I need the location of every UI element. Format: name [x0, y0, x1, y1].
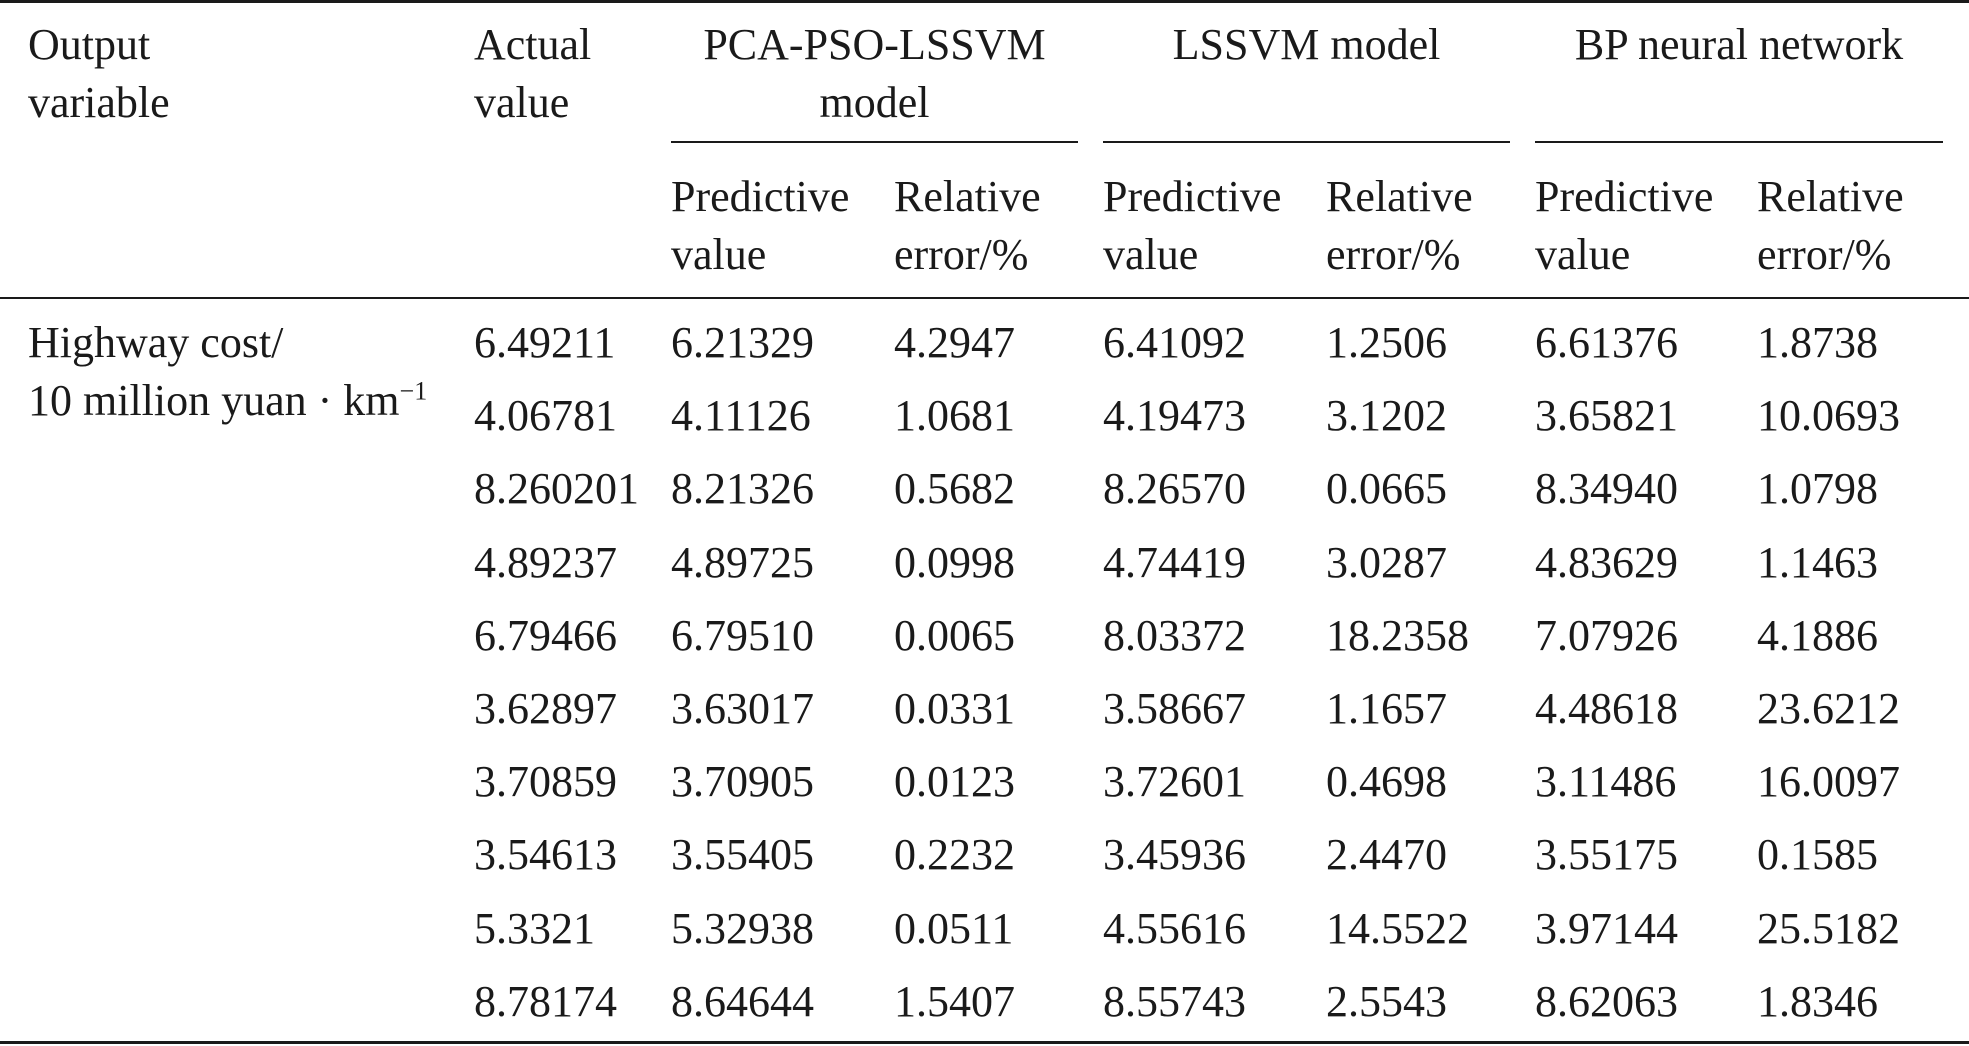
cell-bp-error: 1.8346: [1757, 976, 1878, 1026]
cell-lssvm-error: 3.0287: [1326, 537, 1447, 587]
group1-underline: [671, 141, 1078, 143]
cell-bp-predictive: 8.62063: [1535, 976, 1678, 1026]
cell-lssvm-predictive: 8.03372: [1103, 610, 1246, 660]
cell-bp-predictive: 7.07926: [1535, 610, 1678, 660]
cell-lssvm-predictive: 4.55616: [1103, 903, 1246, 953]
cell-actual-value: 8.78174: [474, 976, 617, 1026]
cell-bp-error: 23.6212: [1757, 684, 1900, 733]
cell-bp-predictive: 3.97144: [1535, 903, 1678, 953]
header-relative-error-1: Relative error/%: [894, 172, 1041, 279]
cell-bp-error: 0.1585: [1757, 830, 1878, 880]
cell-bp-error: 1.8738: [1757, 318, 1878, 367]
cell-bp-error: 16.0097: [1757, 757, 1900, 807]
cell-lssvm-predictive: 8.26570: [1103, 464, 1246, 514]
row-label-highway-cost: Highway cost/ 10 million yuan · km−1: [28, 318, 428, 425]
header-relative-error-3: Relative error/%: [1757, 172, 1904, 279]
cell-actual-value: 5.3321: [474, 903, 595, 953]
cell-pca-pso-lssvm-predictive: 6.79510: [671, 610, 814, 660]
cell-bp-predictive: 3.55175: [1535, 830, 1678, 880]
cell-pca-pso-lssvm-error: 1.5407: [894, 976, 1015, 1026]
cell-pca-pso-lssvm-error: 4.2947: [894, 318, 1015, 367]
cell-lssvm-error: 14.5522: [1326, 903, 1469, 953]
cell-pca-pso-lssvm-predictive: 6.21329: [671, 318, 814, 367]
cell-bp-error: 1.1463: [1757, 537, 1878, 587]
cell-lssvm-error: 1.1657: [1326, 684, 1447, 733]
cell-pca-pso-lssvm-error: 0.5682: [894, 464, 1015, 514]
cell-lssvm-predictive: 4.74419: [1103, 537, 1246, 587]
cell-pca-pso-lssvm-error: 1.0681: [894, 391, 1015, 441]
cell-bp-error: 4.1886: [1757, 610, 1878, 660]
header-group-pca-pso-lssvm: PCA-PSO-LSSVM model: [703, 20, 1046, 127]
cell-lssvm-predictive: 3.45936: [1103, 830, 1246, 880]
cell-pca-pso-lssvm-error: 0.0511: [894, 903, 1014, 953]
cell-lssvm-error: 3.1202: [1326, 391, 1447, 441]
cell-bp-predictive: 4.48618: [1535, 684, 1678, 733]
cell-pca-pso-lssvm-error: 0.0123: [894, 757, 1015, 807]
header-predictive-value-1: Predictive value: [671, 172, 850, 279]
cell-lssvm-error: 2.4470: [1326, 830, 1447, 880]
cell-pca-pso-lssvm-predictive: 3.55405: [671, 830, 814, 880]
cell-lssvm-predictive: 6.41092: [1103, 318, 1246, 367]
cell-bp-predictive: 3.65821: [1535, 391, 1678, 441]
cell-bp-predictive: 3.11486: [1535, 757, 1677, 807]
cell-lssvm-error: 1.2506: [1326, 318, 1447, 367]
cell-lssvm-error: 0.4698: [1326, 757, 1447, 807]
header-group-bp-network: BP neural network: [1574, 20, 1904, 69]
cell-bp-error: 25.5182: [1757, 903, 1900, 953]
cell-lssvm-predictive: 4.19473: [1103, 391, 1246, 441]
cell-lssvm-error: 2.5543: [1326, 976, 1447, 1026]
cell-pca-pso-lssvm-predictive: 3.63017: [671, 684, 814, 733]
group2-underline: [1103, 141, 1510, 143]
cell-actual-value: 4.89237: [474, 537, 617, 587]
cell-bp-error: 1.0798: [1757, 464, 1878, 514]
cell-lssvm-error: 18.2358: [1326, 610, 1469, 660]
cell-actual-value: 6.79466: [474, 610, 617, 660]
cell-pca-pso-lssvm-predictive: 4.89725: [671, 537, 814, 587]
top-rule: [0, 0, 1969, 3]
cell-actual-value: 8.260201: [474, 464, 639, 514]
cell-pca-pso-lssvm-predictive: 5.32938: [671, 903, 814, 953]
header-actual-value: Actual value: [474, 20, 592, 127]
cell-actual-value: 4.06781: [474, 391, 617, 441]
cell-pca-pso-lssvm-error: 0.0331: [894, 684, 1015, 733]
cell-pca-pso-lssvm-predictive: 8.21326: [671, 464, 814, 514]
cell-lssvm-predictive: 8.55743: [1103, 976, 1246, 1026]
cell-pca-pso-lssvm-error: 0.2232: [894, 830, 1015, 880]
header-relative-error-2: Relative error/%: [1326, 172, 1473, 279]
cell-lssvm-predictive: 3.58667: [1103, 684, 1246, 733]
cell-lssvm-error: 0.0665: [1326, 464, 1447, 514]
header-output-variable: Output variable: [28, 20, 170, 127]
cell-actual-value: 6.49211: [474, 318, 616, 367]
cell-bp-error: 10.0693: [1757, 391, 1900, 441]
cell-bp-predictive: 4.83629: [1535, 537, 1678, 587]
header-group-lssvm: LSSVM model: [1172, 20, 1441, 69]
cell-pca-pso-lssvm-error: 0.0065: [894, 610, 1015, 660]
bottom-rule: [0, 1041, 1969, 1044]
cell-pca-pso-lssvm-error: 0.0998: [894, 537, 1015, 587]
group3-underline: [1535, 141, 1943, 143]
cell-bp-predictive: 8.34940: [1535, 464, 1678, 514]
header-bottom-rule: [0, 297, 1969, 299]
cell-actual-value: 3.54613: [474, 830, 617, 880]
header-predictive-value-3: Predictive value: [1535, 172, 1714, 279]
header-predictive-value-2: Predictive value: [1103, 172, 1282, 279]
cell-bp-predictive: 6.61376: [1535, 318, 1678, 367]
cell-lssvm-predictive: 3.72601: [1103, 757, 1246, 807]
cell-pca-pso-lssvm-predictive: 8.64644: [671, 976, 814, 1026]
cell-pca-pso-lssvm-predictive: 4.11126: [671, 391, 811, 441]
cell-actual-value: 3.70859: [474, 757, 617, 807]
cell-pca-pso-lssvm-predictive: 3.70905: [671, 757, 814, 807]
cell-actual-value: 3.62897: [474, 684, 617, 733]
